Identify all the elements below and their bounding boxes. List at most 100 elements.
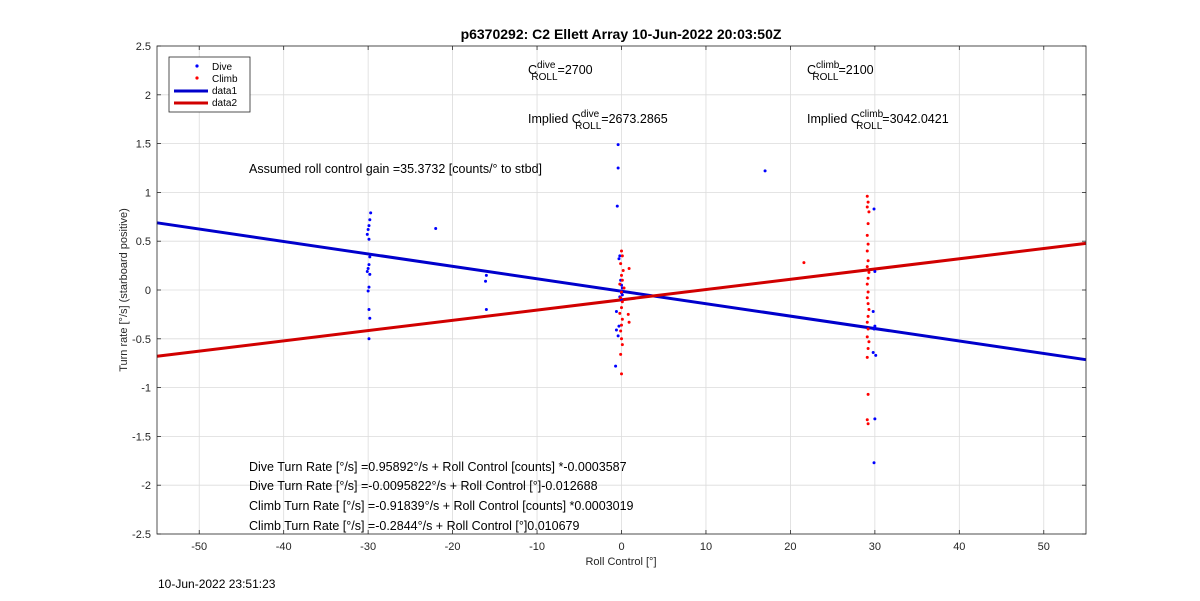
climb-point [865,233,869,237]
climb-point [865,320,869,324]
dive-point [873,324,877,328]
climb-point [620,306,623,310]
climb-point [619,352,623,356]
climb-point [866,347,870,351]
dive-point [618,254,622,258]
climb-point [866,290,870,294]
climb-point [867,340,871,344]
dive-point [617,324,621,328]
data-points [365,143,878,465]
dive-point [368,272,372,276]
climb-point [620,372,623,376]
climb-point [627,267,631,271]
climb-point [866,327,870,331]
y-tick-label: 1 [145,187,151,199]
dive-point [763,169,767,173]
c-dive-annotation: Cdive ROLL=2700 [528,60,593,83]
y-tick-label: 0 [145,285,151,297]
y-tick-label: -1.5 [132,431,151,443]
dive-point [871,350,875,354]
dive-point [615,204,619,208]
climb-point [618,311,622,315]
climb-point [620,278,624,282]
dive-point [616,166,620,170]
climb-point [620,323,623,327]
dive-point [365,269,369,273]
climb-point [620,337,623,341]
climb-point [867,210,871,214]
climb-point [865,296,869,300]
x-tick-label: -30 [360,541,376,553]
legend-marker-dive [195,64,199,68]
climb-point [866,200,870,204]
climb-point [619,329,623,333]
dive-point [367,308,371,312]
dive-point [872,207,876,211]
dive-point [872,327,876,331]
implied-climb-annotation: Implied Cclimb ROLL=3042.0421 [807,109,949,132]
dive-point [367,337,371,341]
climb-point [619,262,623,266]
climb-point [618,282,622,286]
legend-label-data1: data1 [212,86,237,97]
dive-point [434,227,438,231]
dive-point [366,289,370,293]
climb-point [866,222,870,226]
dive-point [367,285,371,289]
x-tick-label: 0 [618,541,624,553]
dive-point [369,211,373,215]
climb-point [865,355,869,359]
climb-point [620,273,623,277]
fit-equation-climb-degrees: Climb Turn Rate [°/s] =-0.2844°/s + Roll… [249,519,579,533]
climb-point [802,261,806,265]
climb-point [866,392,870,396]
dive-point [616,334,620,338]
dive-point [368,316,372,320]
dive-point [367,263,371,267]
climb-point [865,249,869,253]
climb-point [627,320,631,324]
y-tick-label: 1.5 [136,139,151,151]
legend-label-data2: data2 [212,98,237,109]
axis-ticks: -50 -40 -30 -20 -10 0 10 20 30 40 50-2.5-2-1.5-1-0… [132,41,1086,553]
legend-marker-climb [195,76,199,80]
climb-point [866,276,870,280]
climb-point [865,205,869,209]
climb-point [866,302,870,306]
dive-point [366,227,370,231]
climb-point [865,194,869,198]
dive-point [484,273,488,277]
dive-point [484,308,488,312]
y-tick-label: 2 [145,90,151,102]
dive-point [367,224,371,228]
climb-point [866,259,870,263]
y-tick-label: -2 [141,480,151,492]
dive-point [873,269,877,273]
footer-timestamp: 10-Jun-2022 23:51:23 [158,577,276,591]
x-tick-label: 50 [1038,541,1050,553]
climb-point [619,296,623,300]
climb-point [867,308,871,312]
dive-point [368,218,372,222]
climb-point [620,343,624,347]
dive-point [873,417,877,421]
dive-point [874,353,878,357]
x-tick-label: -50 [191,541,207,553]
c-climb-annotation: Cclimb ROLL=2100 [807,60,874,83]
climb-point [866,422,870,426]
assumed-gain-annotation: Assumed roll control gain =35.3732 [coun… [249,162,542,176]
dive-point [368,255,372,259]
dive-point [367,237,371,241]
climb-point [626,312,630,316]
fit-equation-dive-counts: Dive Turn Rate [°/s] =0.95892°/s + Roll … [249,460,627,474]
y-tick-label: -2.5 [132,529,151,541]
y-tick-label: -0.5 [132,334,151,346]
dive-point [620,293,624,297]
dive-point [484,279,488,283]
fit-equation-climb-counts: Climb Turn Rate [°/s] =-0.91839°/s + Rol… [249,499,634,513]
x-axis-label: Roll Control [°] [585,556,656,568]
climb-point [620,254,624,258]
y-tick-label: 2.5 [136,41,151,53]
climb-point [867,270,871,274]
